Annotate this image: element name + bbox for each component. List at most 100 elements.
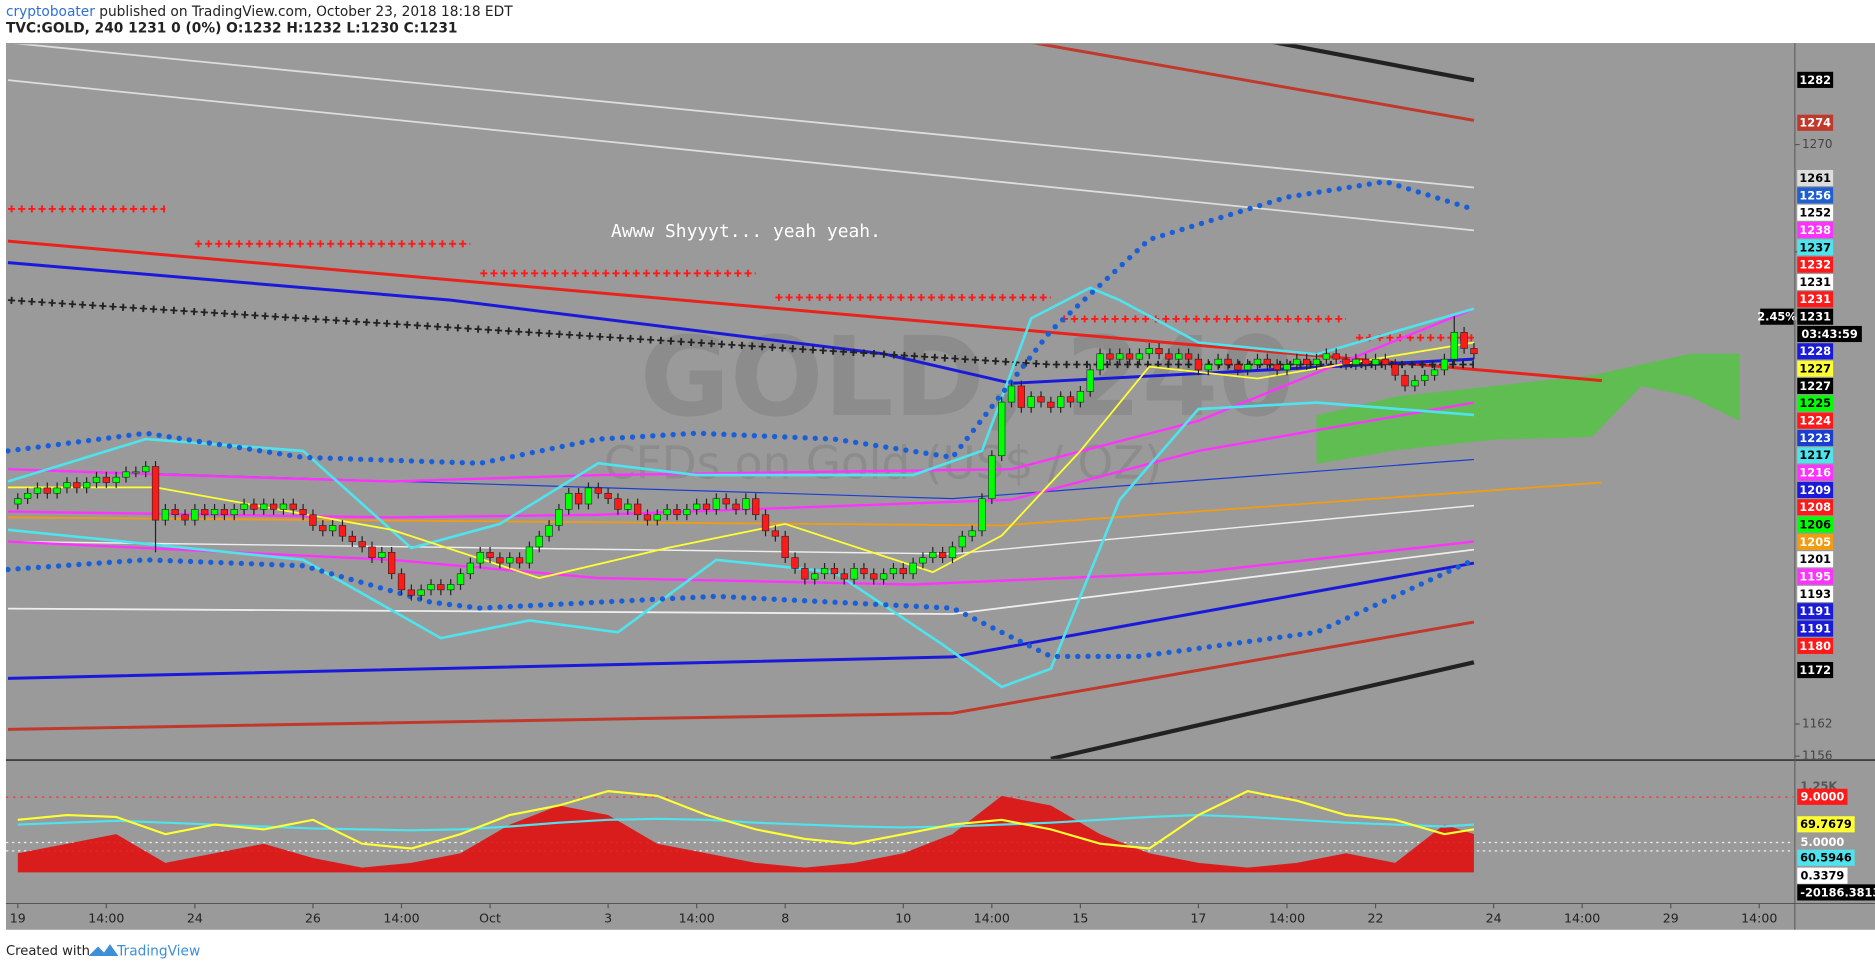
candle-body [1135, 353, 1144, 360]
price-badge-label: 1252 [1799, 206, 1831, 220]
candle-body [791, 557, 799, 569]
candle-body [673, 509, 681, 516]
price-badge-label: 9.0000 [1800, 790, 1844, 804]
candle-body [289, 503, 297, 510]
candle-body [466, 562, 475, 575]
candle-body [1175, 353, 1183, 360]
indicator-line [1032, 44, 1475, 122]
candle-body [1371, 358, 1380, 365]
price-badge-label: 1231 [1799, 275, 1831, 289]
published: published on TradingView.com, October 23… [95, 4, 513, 20]
candle-body [1027, 396, 1035, 408]
candle-body [811, 573, 819, 580]
price-badge-label: 1232 [1799, 258, 1831, 272]
candle-body [83, 482, 91, 489]
footer-brand[interactable]: TradingView [116, 943, 200, 959]
price-badge [1797, 221, 1834, 239]
indicator-line [1050, 660, 1475, 759]
candle-body [1017, 385, 1025, 408]
candle-body [899, 568, 907, 575]
price-badge [1797, 637, 1834, 654]
candle-body [240, 503, 248, 510]
candle-body [1155, 348, 1163, 355]
price-badge [1797, 533, 1834, 551]
candle-body [1165, 353, 1173, 360]
candle-body [1450, 332, 1458, 360]
indicator-area [17, 795, 1474, 873]
candle-body [1086, 369, 1094, 392]
cloud [1316, 353, 1740, 464]
y-tick-label: 1156 [1802, 749, 1832, 763]
price-badge-label: 1227 [1799, 379, 1831, 393]
symbol-line: TVC:GOLD, 240 1231 0 (0%) O:1232 H:1232 … [6, 21, 457, 37]
candle-body [102, 476, 110, 483]
candle-body [122, 471, 130, 478]
price-badge [1797, 867, 1848, 884]
candle-body [801, 568, 809, 580]
price-badge [1797, 849, 1855, 866]
change-badge [1760, 308, 1794, 325]
candle-body [1253, 358, 1262, 365]
candle-body [633, 503, 642, 516]
x-tick-label: 24 [1486, 911, 1502, 926]
candle-body [998, 401, 1006, 457]
candle-body [1106, 353, 1114, 360]
price-badge-label: 1216 [1799, 466, 1831, 480]
candle-body [929, 552, 937, 558]
candle-body [1460, 332, 1468, 349]
candle-body [1332, 353, 1340, 360]
price-badge-label: 1191 [1799, 604, 1831, 618]
candle-body [1283, 364, 1291, 371]
price-badge-label: 03:43:59 [1801, 327, 1858, 341]
candle-body [515, 557, 524, 564]
candle-body [1076, 391, 1085, 403]
indicator-line [7, 561, 1475, 680]
candle-body [319, 525, 327, 532]
candle-body [73, 482, 81, 489]
candle-body [870, 573, 878, 580]
indicator-line [7, 79, 1475, 232]
candle-body [565, 492, 573, 510]
candle-body [643, 514, 652, 521]
price-badge [1797, 256, 1834, 273]
price-badge-label: 1228 [1799, 344, 1831, 358]
candle-body [1057, 396, 1065, 408]
candle-body [732, 503, 740, 510]
candle-body [1214, 358, 1222, 365]
price-badge-label: 1217 [1799, 448, 1831, 462]
price-badge [1797, 239, 1834, 256]
candle-body [958, 535, 966, 548]
candle-body [584, 487, 593, 505]
price-badge [1797, 71, 1834, 88]
candle-body [407, 589, 415, 596]
candle-body [230, 509, 238, 516]
candle-body [1401, 374, 1409, 387]
price-badge-label: 1256 [1799, 188, 1831, 202]
indicator-line [7, 401, 1475, 519]
candle-body [988, 455, 996, 499]
candle-body [53, 487, 61, 494]
x-tick-label: 24 [187, 911, 203, 926]
price-badge [1797, 464, 1834, 481]
price-badge [1797, 429, 1834, 447]
candle-body [840, 573, 848, 580]
candle-body [437, 584, 445, 591]
candle-body [1234, 364, 1242, 371]
x-tick-label: 14:00 [1741, 911, 1777, 926]
candle-body [132, 471, 140, 474]
candle-body [1322, 353, 1330, 360]
x-tick-label: 3 [604, 911, 612, 926]
y-tick-label: 1270 [1802, 137, 1832, 151]
candle-body [889, 568, 898, 575]
indicator-pane [5, 790, 1794, 873]
candle-body [1470, 348, 1478, 355]
candle-body [191, 509, 199, 521]
author[interactable]: cryptoboater [6, 4, 95, 20]
candle-body [348, 535, 356, 542]
header-line: cryptoboater published on TradingView.co… [6, 4, 513, 20]
candle-body [683, 509, 691, 516]
candle-body [948, 546, 957, 558]
price-badge-label: 60.5946 [1800, 851, 1852, 865]
